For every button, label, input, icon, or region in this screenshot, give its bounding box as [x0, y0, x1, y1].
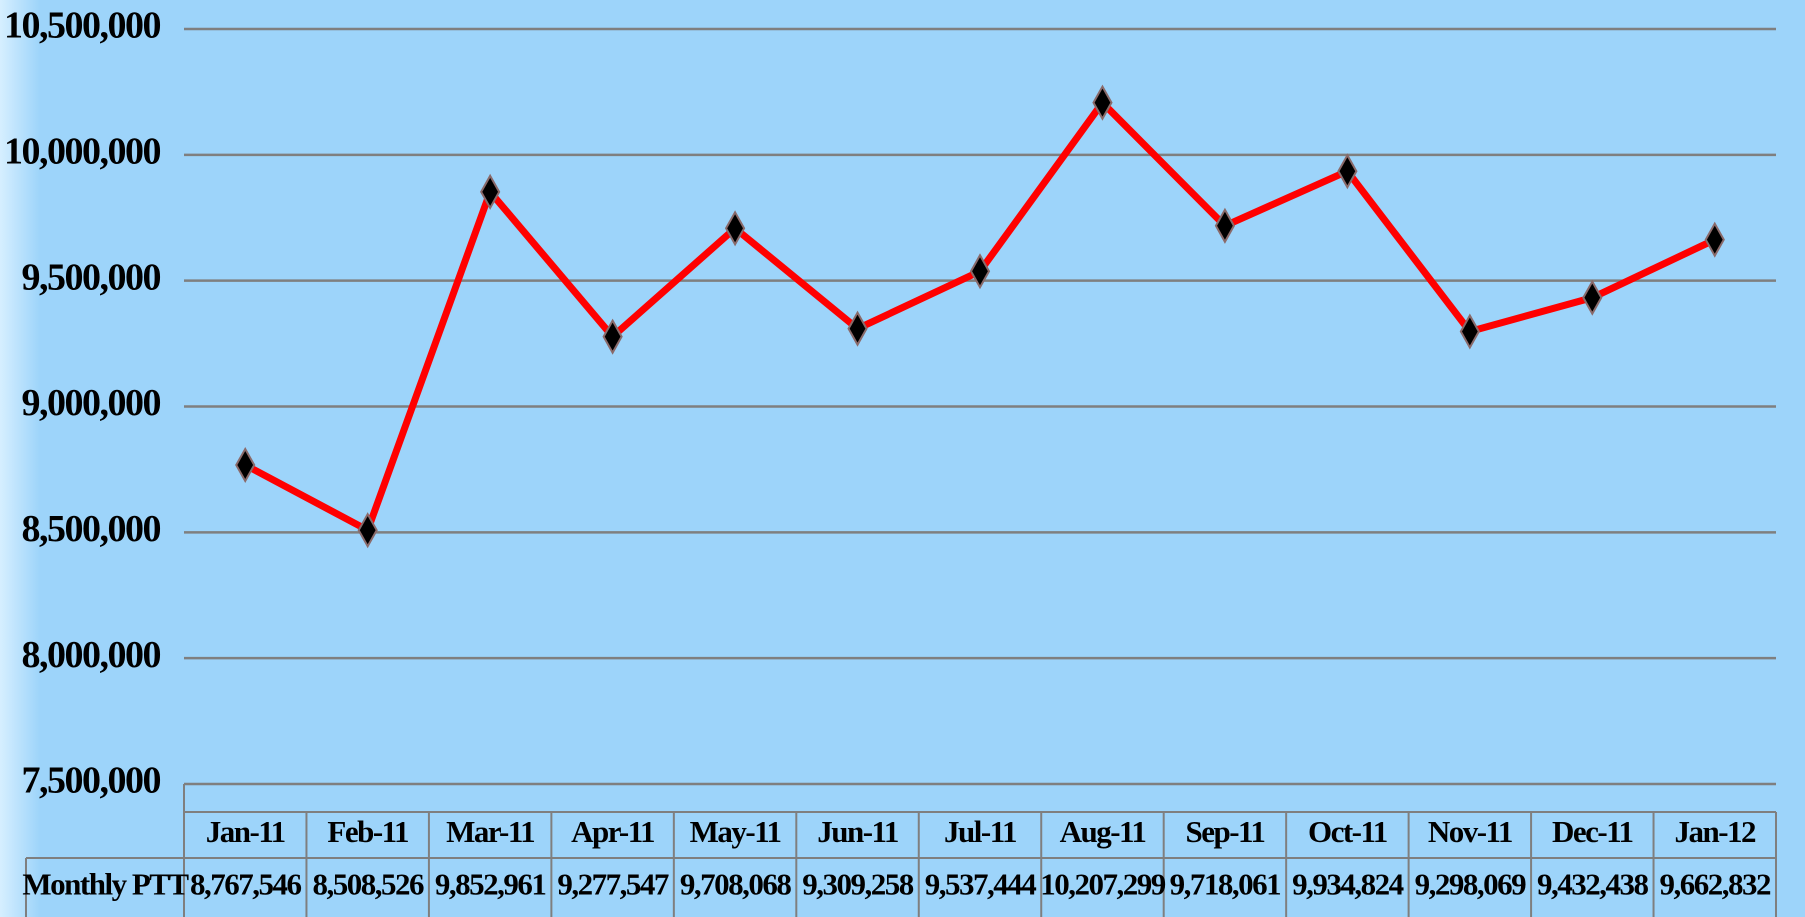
table-value: 9,708,068 — [680, 867, 792, 902]
x-tick-label: Mar-11 — [446, 814, 534, 849]
table-value: 9,432,438 — [1537, 867, 1649, 902]
marker — [235, 446, 256, 484]
marker — [480, 173, 501, 210]
table-value: 9,537,444 — [925, 867, 1037, 902]
x-tick-label: Jan-11 — [206, 814, 285, 849]
y-tick-label: 10,500,000 — [4, 5, 161, 47]
x-tick-label: Jun-11 — [817, 814, 898, 849]
table-value: 8,767,546 — [190, 867, 302, 902]
line — [243, 97, 1717, 536]
table-value: 9,298,069 — [1415, 867, 1527, 902]
x-tick-label: Jul-11 — [944, 814, 1016, 849]
marker — [357, 512, 378, 549]
marker — [724, 210, 746, 247]
marker — [1092, 84, 1113, 121]
x-tick-label: Jan-12 — [1674, 814, 1756, 849]
x-tick-label: Sep-11 — [1185, 814, 1264, 849]
y-tick-label: 8,500,000 — [22, 508, 161, 550]
table-value: 10,207,299 — [1040, 867, 1166, 902]
marker — [1214, 207, 1236, 244]
x-tick-label: Dec-11 — [1552, 814, 1633, 849]
y-tick-label: 10,000,000 — [4, 131, 161, 173]
marker — [1704, 221, 1725, 258]
y-tick-label: 8,000,000 — [22, 634, 161, 676]
table-value: 9,852,961 — [435, 867, 546, 902]
marker — [969, 253, 991, 290]
table-value: 9,309,258 — [802, 867, 914, 902]
y-tick-label: 9,500,000 — [22, 256, 161, 298]
table-value: 9,718,061 — [1170, 867, 1281, 902]
legend-label: Monthly PTT — [22, 867, 189, 902]
table-value: 9,662,832 — [1660, 867, 1772, 902]
table-value: 9,934,824 — [1292, 867, 1404, 902]
marker — [847, 310, 868, 347]
y-tick-label: 9,000,000 — [22, 382, 161, 424]
table-value: 8,508,526 — [312, 867, 424, 902]
marker — [1337, 153, 1358, 190]
y-tick-label: 7,500,000 — [22, 760, 161, 802]
marker — [602, 318, 623, 355]
marker — [1582, 279, 1603, 316]
x-tick-label: Feb-11 — [327, 814, 408, 849]
x-tick-label: Aug-11 — [1060, 814, 1146, 849]
x-tick-label: Nov-11 — [1428, 814, 1512, 849]
x-tick-label: May-11 — [690, 814, 781, 849]
table-value: 9,277,547 — [557, 867, 669, 902]
x-tick-label: Oct-11 — [1308, 814, 1387, 849]
marker — [1459, 313, 1480, 350]
x-tick-label: Apr-11 — [571, 814, 654, 849]
